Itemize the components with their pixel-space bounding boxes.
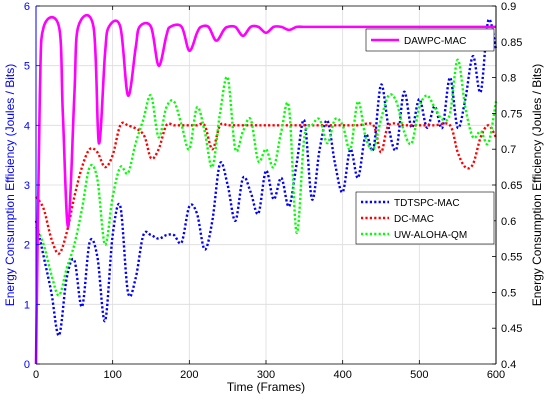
x-tick-label: 600 [487,369,505,381]
right-y-tick-label: 0.4 [501,359,516,371]
left-y-tick-label: 6 [24,1,30,13]
left-y-axis-title: Energy Consumption Efficiency (Joules / … [3,64,17,307]
series-line-dc-mac [34,121,498,255]
x-axis-title: Time (Frames) [227,380,305,394]
right-y-tick-label: 0.9 [501,1,516,13]
right-y-tick-label: 0.6 [501,216,516,228]
legend-label-dc-mac: DC-MAC [394,214,434,225]
x-tick-label: 200 [180,369,198,381]
x-tick-label: 0 [33,369,39,381]
left-y-tick-label: 2 [24,240,30,252]
right-y-tick-label: 0.85 [501,37,522,49]
series-line-uw-aloha-qm [34,58,498,297]
left-y-tick-label: 3 [24,180,30,192]
legend-label-dawpc-mac: DAWPC-MAC [404,36,466,47]
x-tick-label: 100 [103,369,121,381]
right-y-tick-label: 0.45 [501,323,522,335]
x-tick-label: 500 [410,369,428,381]
x-tick-label: 300 [257,369,275,381]
left-y-tick-label: 4 [24,120,30,132]
left-y-tick-label: 1 [24,299,30,311]
series-layer [34,14,498,365]
legend-label-tdtspc-mac: TDTSPC-MAC [394,198,460,209]
left-y-tick-label: 0 [24,359,30,371]
right-y-tick-label: 0.75 [501,108,522,120]
right-y-tick-label: 0.65 [501,180,522,192]
left-y-tick-label: 5 [24,61,30,73]
right-y-tick-label: 0.5 [501,287,516,299]
right-y-axis-title: Energy Consumption Efficiency (Joules / … [530,64,544,307]
series-line-dawpc-mac [34,14,496,365]
legend-label-uw-aloha-qm: UW-ALOHA-QM [394,230,467,241]
legend-box [365,28,495,52]
x-tick-label: 400 [333,369,351,381]
right-y-tick-label: 0.55 [501,252,522,264]
right-y-tick-label: 0.7 [501,144,516,156]
axes: 0 100 200 300 400 500 600 0 1 2 3 4 5 6 0.4 0.45 0.5 0.55… [24,1,523,381]
right-y-tick-label: 0.8 [501,73,516,85]
legends: DAWPC-MAC TDTSPC-MAC DC-MAC UW-ALOHA-QM [355,28,495,245]
series-line-tdtspc-mac [34,18,498,337]
